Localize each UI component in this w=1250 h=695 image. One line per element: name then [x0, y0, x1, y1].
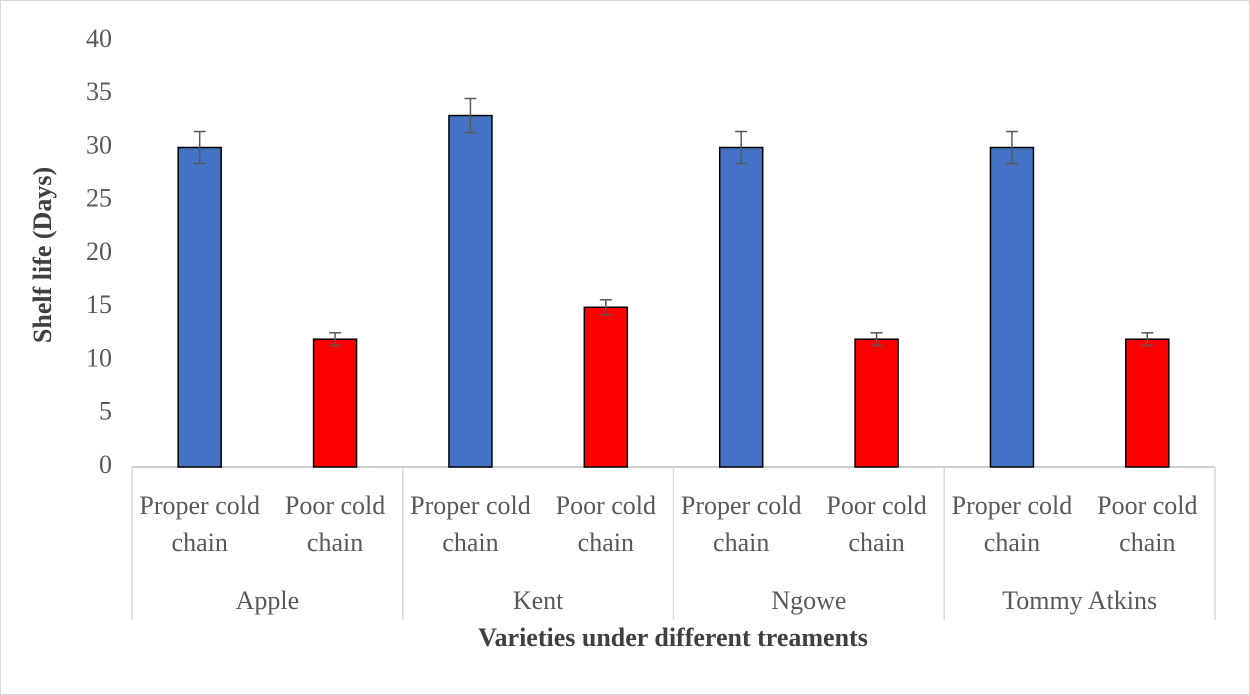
x-subcategory-label: Proper cold chain	[680, 491, 802, 557]
x-subcategory-label: Proper cold chain	[951, 491, 1073, 557]
bar	[718, 146, 764, 468]
y-tick-label: 10	[86, 343, 112, 372]
x-subcategory-label: Proper cold chain	[410, 491, 531, 557]
bar	[1125, 338, 1170, 468]
y-tick-label: 30	[86, 130, 112, 159]
x-axis-title: Varieties under different treaments	[478, 623, 868, 652]
bar	[583, 306, 629, 468]
y-tick-label: 15	[86, 290, 112, 319]
x-subcategory-label: Poor cold chain	[826, 491, 927, 557]
x-group-label: Tommy Atkins	[1002, 586, 1158, 615]
y-tick-label: 40	[86, 24, 112, 53]
x-subcategory-label: Poor cold chain	[284, 491, 386, 557]
x-subcategory-label: Poor cold chain	[555, 491, 656, 557]
y-tick-label: 5	[99, 397, 112, 426]
bar	[989, 146, 1035, 468]
x-subcategory-label: Poor cold chain	[1097, 491, 1198, 557]
x-group-label: Kent	[512, 586, 564, 615]
y-tick-label: 20	[86, 237, 112, 266]
x-group-label: Apple	[235, 586, 300, 615]
y-tick-label: 0	[99, 450, 112, 479]
y-tick-label: 25	[86, 184, 112, 213]
y-axis-title: Shelf life (Days)	[28, 167, 57, 343]
bar	[177, 146, 222, 468]
x-subcategory-label: Proper cold chain	[139, 491, 260, 557]
bar	[448, 114, 493, 468]
y-tick-label: 35	[86, 77, 112, 106]
x-group-label: Ngowe	[771, 586, 847, 615]
bar	[312, 338, 358, 468]
bar	[854, 338, 899, 468]
